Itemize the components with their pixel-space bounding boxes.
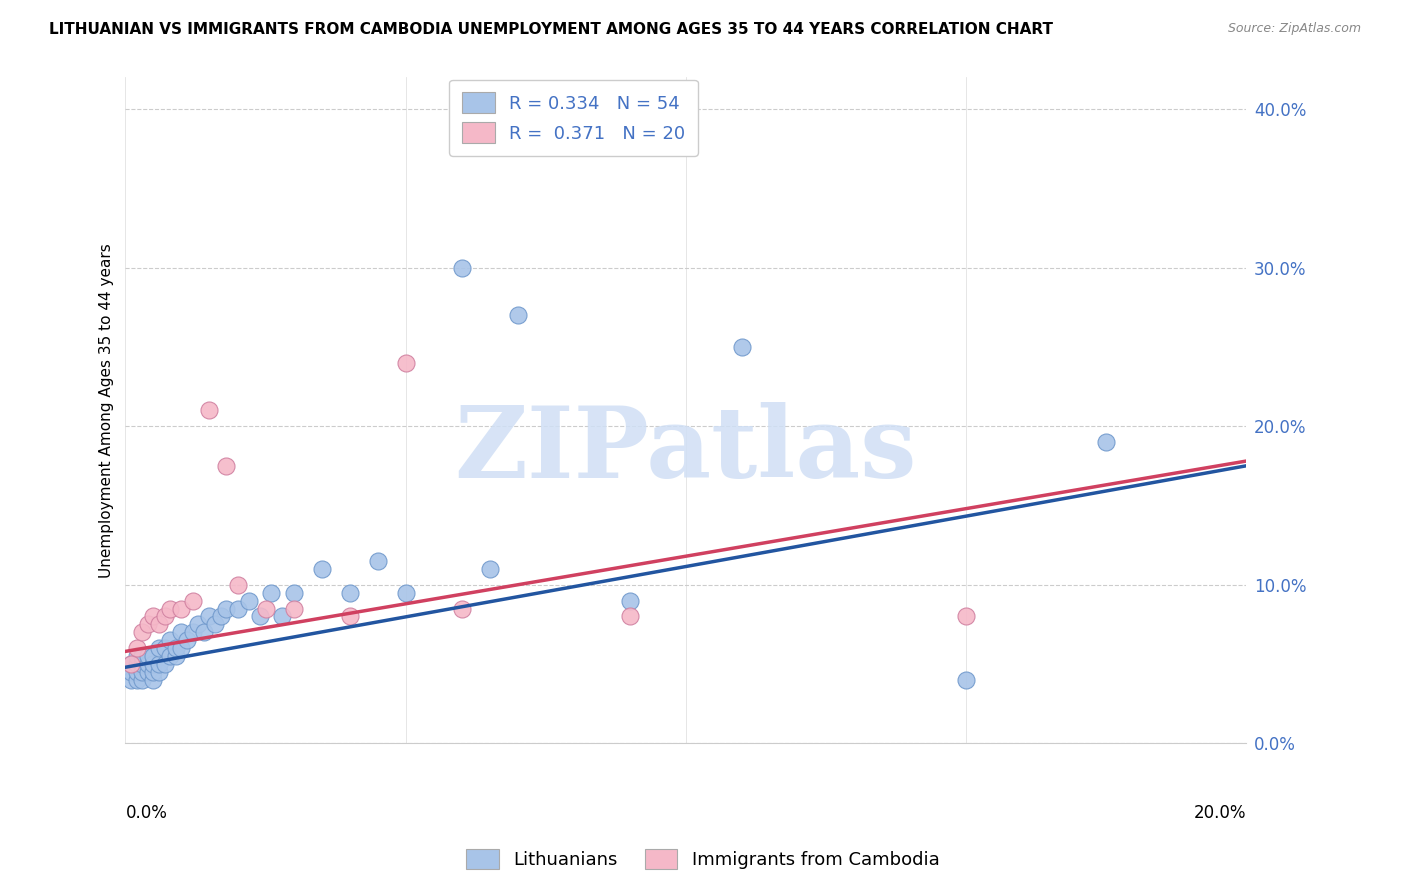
Point [249, 609, 271, 624]
Point [215, 458, 238, 473]
Point [450, 260, 472, 275]
Point [260, 585, 283, 599]
Point [153, 609, 176, 624]
Point [148, 641, 170, 656]
Y-axis label: Unemployment Among Ages 35 to 44 years: Unemployment Among Ages 35 to 44 years [100, 243, 114, 578]
Point [394, 585, 416, 599]
Point [153, 641, 176, 656]
Point [198, 609, 221, 624]
Point [204, 617, 226, 632]
Point [142, 657, 165, 671]
Point [170, 625, 193, 640]
Point [142, 665, 165, 679]
Text: ZIPatlas: ZIPatlas [454, 401, 917, 499]
Point [339, 585, 361, 599]
Point [131, 649, 153, 664]
Legend: Lithuanians, Immigrants from Cambodia: Lithuanians, Immigrants from Cambodia [457, 839, 949, 879]
Point [159, 633, 181, 648]
Point [198, 403, 221, 417]
Point [120, 673, 142, 687]
Point [181, 593, 204, 607]
Point [394, 356, 416, 370]
Point [450, 601, 472, 615]
Point [136, 665, 159, 679]
Point [170, 601, 193, 615]
Point [226, 601, 249, 615]
Point [311, 562, 333, 576]
Point [283, 585, 305, 599]
Point [170, 641, 193, 656]
Point [125, 641, 148, 656]
Point [339, 609, 361, 624]
Point [136, 657, 159, 671]
Point [142, 673, 165, 687]
Text: 20.0%: 20.0% [1194, 804, 1246, 822]
Point [506, 308, 529, 322]
Point [271, 609, 294, 624]
Point [165, 641, 187, 656]
Point [136, 617, 159, 632]
Point [254, 601, 277, 615]
Point [125, 665, 148, 679]
Point [125, 657, 148, 671]
Point [955, 609, 977, 624]
Text: LITHUANIAN VS IMMIGRANTS FROM CAMBODIA UNEMPLOYMENT AMONG AGES 35 TO 44 YEARS CO: LITHUANIAN VS IMMIGRANTS FROM CAMBODIA U… [49, 22, 1053, 37]
Point [730, 340, 752, 354]
Point [153, 657, 176, 671]
Text: Source: ZipAtlas.com: Source: ZipAtlas.com [1227, 22, 1361, 36]
Point [131, 657, 153, 671]
Point [238, 593, 260, 607]
Point [176, 633, 198, 648]
Legend: R = 0.334   N = 54, R =  0.371   N = 20: R = 0.334 N = 54, R = 0.371 N = 20 [450, 79, 697, 156]
Point [1094, 435, 1116, 450]
Point [131, 625, 153, 640]
Point [136, 649, 159, 664]
Point [209, 609, 232, 624]
Text: 0.0%: 0.0% [125, 804, 167, 822]
Point [165, 649, 187, 664]
Point [193, 625, 215, 640]
Point [187, 617, 209, 632]
Point [148, 617, 170, 632]
Point [283, 601, 305, 615]
Point [619, 609, 641, 624]
Point [181, 625, 204, 640]
Point [159, 601, 181, 615]
Point [619, 593, 641, 607]
Point [215, 601, 238, 615]
Point [367, 554, 389, 568]
Point [142, 649, 165, 664]
Point [125, 673, 148, 687]
Point [226, 578, 249, 592]
Point [120, 665, 142, 679]
Point [955, 673, 977, 687]
Point [131, 673, 153, 687]
Point [125, 649, 148, 664]
Point [142, 609, 165, 624]
Point [148, 657, 170, 671]
Point [478, 562, 501, 576]
Point [159, 649, 181, 664]
Point [120, 657, 142, 671]
Point [131, 665, 153, 679]
Point [120, 657, 142, 671]
Point [148, 665, 170, 679]
